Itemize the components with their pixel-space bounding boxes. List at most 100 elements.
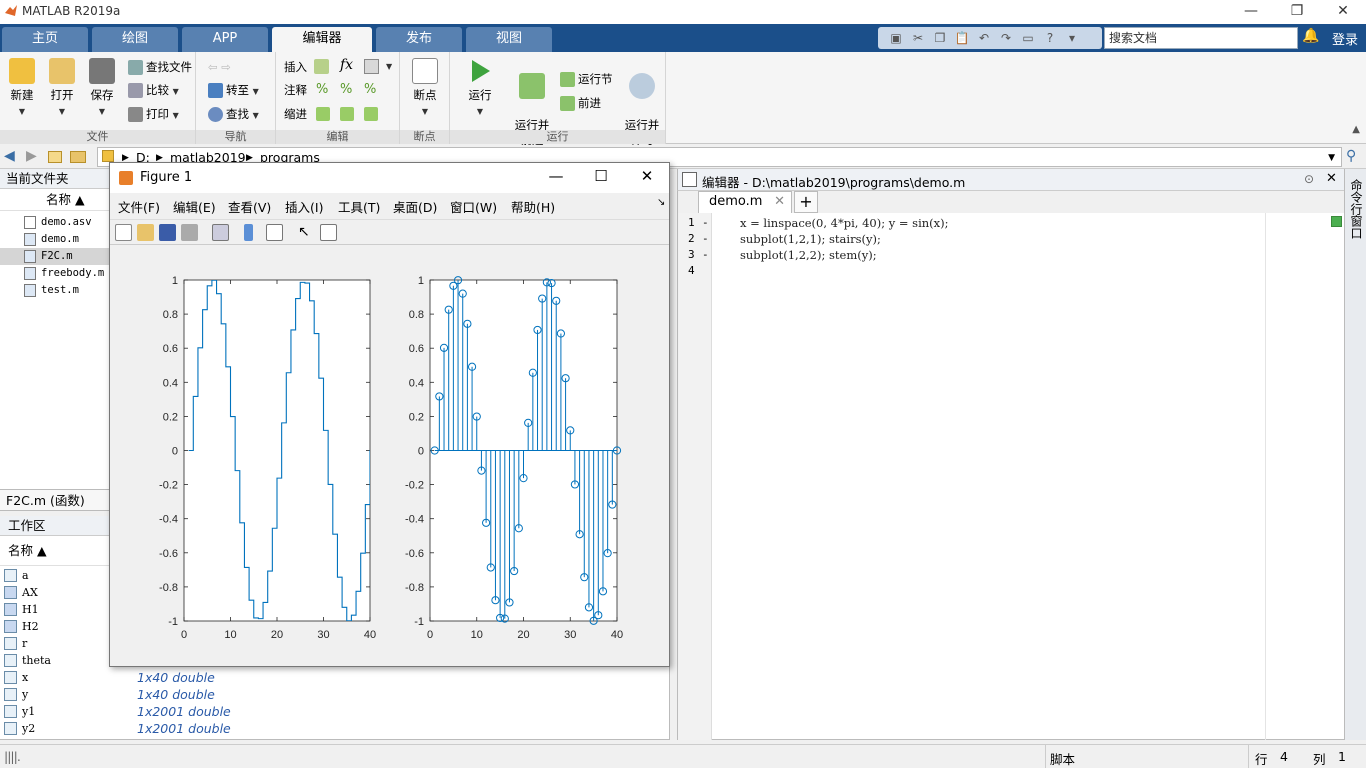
- new-button[interactable]: 新建 ▼: [6, 58, 38, 119]
- function-icon[interactable]: [364, 59, 379, 74]
- file-item[interactable]: demo.asv: [24, 214, 110, 231]
- name-column-header[interactable]: 名称 ▲: [0, 536, 110, 566]
- link-plot-icon[interactable]: [212, 224, 229, 241]
- save-button[interactable]: 保存 ▼: [86, 58, 118, 119]
- switch-window-icon[interactable]: ▭: [1022, 31, 1034, 45]
- path-segment[interactable]: programs: [260, 150, 320, 165]
- browse-folder-icon[interactable]: [70, 151, 86, 163]
- insert-section-icon[interactable]: [314, 59, 329, 74]
- name-column-header[interactable]: 名称 ▲: [0, 189, 109, 211]
- print-button[interactable]: 打印 ▼: [128, 105, 179, 123]
- up-folder-icon[interactable]: [48, 151, 62, 163]
- search-folder-icon[interactable]: ⚲: [1346, 148, 1357, 164]
- workspace-row[interactable]: r: [4, 635, 664, 652]
- dock-arrow-icon[interactable]: ↘: [657, 197, 666, 208]
- command-window-minimized[interactable]: 命令行窗口: [1344, 169, 1366, 740]
- workspace-row[interactable]: H1: [4, 601, 664, 618]
- workspace-row[interactable]: y 1x40 double: [4, 686, 664, 703]
- redo-icon[interactable]: ↷: [1000, 31, 1012, 45]
- forward-icon[interactable]: ▶: [26, 148, 37, 164]
- open-button[interactable]: 打开 ▼: [46, 58, 78, 119]
- workspace-row[interactable]: a: [4, 567, 664, 584]
- run-button[interactable]: 运行 ▼: [464, 58, 496, 119]
- code-line[interactable]: x = linspace(0, 4*pi, 40); y = sin(x);: [740, 216, 949, 230]
- back-icon[interactable]: ◀: [4, 148, 15, 164]
- menu-edit[interactable]: 编辑(E): [173, 200, 216, 215]
- save-icon[interactable]: ▣: [890, 31, 902, 45]
- workspace-row[interactable]: x 1x40 double: [4, 669, 664, 686]
- advance-button[interactable]: 前进: [560, 94, 601, 112]
- decrease-indent-icon[interactable]: [340, 107, 354, 121]
- comment-button[interactable]: 注释: [284, 83, 307, 97]
- workspace-row[interactable]: theta: [4, 652, 664, 669]
- code-editor[interactable]: 1 2 3 4 - - - x = linspace(0, 4*pi, 40);…: [677, 213, 1344, 740]
- close-tab-icon[interactable]: ✕: [774, 194, 785, 209]
- plot-area[interactable]: 1 0.8 0.6 0.4 0.2 0 -0.2 -0.4 -0.6 -0.8 -1 0 10 20 30 4…: [110, 249, 669, 667]
- tab-view[interactable]: 视图: [466, 27, 552, 52]
- resize-grip-icon[interactable]: ||||.: [4, 749, 21, 764]
- breakpoints-button[interactable]: 断点 ▼: [409, 58, 441, 119]
- cursor-icon[interactable]: ↖: [298, 224, 310, 240]
- search-documentation-input[interactable]: 搜索文档: [1104, 27, 1298, 49]
- workspace-row[interactable]: y1 1x2001 double: [4, 703, 664, 720]
- tab-publish[interactable]: 发布: [376, 27, 462, 52]
- tab-editor[interactable]: 编辑器: [272, 27, 372, 52]
- wrap-comment-icon[interactable]: %: [364, 82, 377, 97]
- fx-icon[interactable]: fx: [340, 57, 354, 73]
- menu-window[interactable]: 窗口(W): [450, 200, 498, 215]
- new-tab-button[interactable]: +: [794, 191, 818, 213]
- code-analyzer-status-icon[interactable]: [1331, 216, 1342, 227]
- file-item[interactable]: demo.m: [24, 231, 110, 248]
- insert-button[interactable]: 插入: [284, 60, 307, 74]
- menu-file[interactable]: 文件(F): [118, 200, 160, 215]
- new-figure-icon[interactable]: [115, 224, 132, 241]
- edit-dropdown-icon[interactable]: ▼: [386, 62, 393, 71]
- path-dropdown-icon[interactable]: ▼: [1328, 153, 1335, 163]
- find-button[interactable]: 查找 ▼: [208, 105, 259, 123]
- minimize-button[interactable]: —: [1244, 3, 1258, 19]
- tab-apps[interactable]: APP: [182, 27, 268, 52]
- login-link[interactable]: 登录: [1332, 33, 1359, 48]
- copy-icon[interactable]: ❐: [934, 31, 946, 45]
- panel-options-icon[interactable]: ⊙: [1304, 172, 1315, 186]
- indent-button[interactable]: 缩进: [284, 107, 307, 121]
- tab-home[interactable]: 主页: [2, 27, 88, 52]
- breakpoint-marker[interactable]: -: [702, 216, 709, 229]
- increase-indent-icon[interactable]: [364, 107, 378, 121]
- figure-close-button[interactable]: ✕: [640, 167, 654, 185]
- workspace-row[interactable]: H2: [4, 618, 664, 635]
- file-item-selected[interactable]: F2C.m: [0, 248, 110, 265]
- open-file-icon[interactable]: [137, 224, 154, 241]
- cut-icon[interactable]: ✂: [912, 31, 924, 45]
- menu-desktop[interactable]: 桌面(D): [393, 200, 438, 215]
- code-line[interactable]: subplot(1,2,1); stairs(y);: [740, 232, 881, 246]
- path-segment[interactable]: matlab2019: [170, 150, 246, 165]
- uncomment-icon[interactable]: %: [340, 82, 353, 97]
- file-item[interactable]: test.m: [24, 282, 110, 299]
- collapse-ribbon-icon[interactable]: ▲: [1352, 124, 1360, 135]
- menu-view[interactable]: 查看(V): [228, 200, 272, 215]
- legend-icon[interactable]: [266, 224, 283, 241]
- path-segment[interactable]: D:: [136, 150, 150, 165]
- goto-button[interactable]: 转至 ▼: [208, 81, 259, 99]
- paste-icon[interactable]: 📋: [954, 31, 970, 45]
- find-files-button[interactable]: 查找文件: [128, 58, 192, 76]
- compare-button[interactable]: 比较 ▼: [128, 81, 179, 99]
- colorbar-icon[interactable]: [244, 224, 253, 241]
- tab-plots[interactable]: 绘图: [92, 27, 178, 52]
- smart-indent-icon[interactable]: [316, 107, 330, 121]
- run-section-button[interactable]: 运行节: [560, 70, 613, 88]
- restore-button[interactable]: ❐: [1290, 3, 1304, 19]
- help-icon[interactable]: ?: [1046, 31, 1054, 45]
- close-button[interactable]: ✕: [1337, 3, 1349, 19]
- property-inspector-icon[interactable]: [320, 224, 337, 241]
- close-editor-icon[interactable]: ✕: [1326, 171, 1337, 186]
- workspace-row[interactable]: y2 1x2001 double: [4, 720, 664, 737]
- comment-percent-icon[interactable]: %: [316, 82, 329, 97]
- save-figure-icon[interactable]: [159, 224, 176, 241]
- plots-canvas[interactable]: 10.80.60.40.20-0.2-0.4-0.6-0.8-10 10 20 30 4…: [110, 249, 669, 667]
- menu-tools[interactable]: 工具(T): [338, 200, 381, 215]
- undo-icon[interactable]: ↶: [978, 31, 990, 45]
- bell-icon[interactable]: 🔔: [1302, 28, 1320, 44]
- breakpoint-marker[interactable]: -: [702, 232, 709, 245]
